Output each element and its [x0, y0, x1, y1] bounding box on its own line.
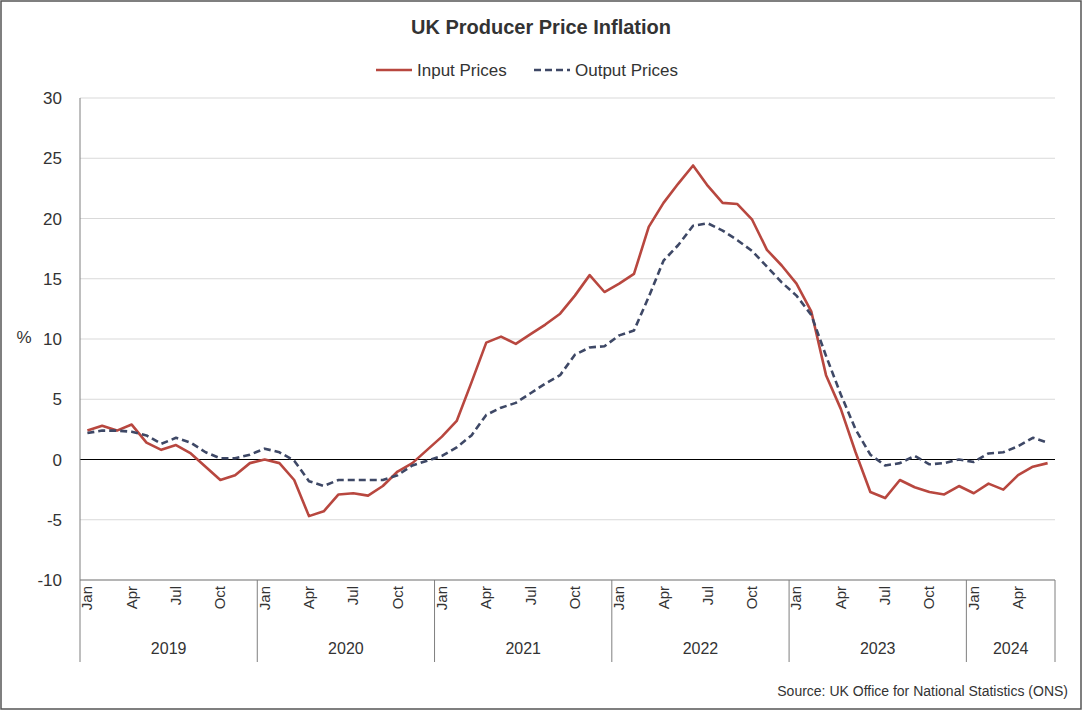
- x-tick-label: Jul: [699, 586, 716, 605]
- year-separator: [257, 580, 258, 662]
- y-tick-label: -10: [37, 571, 62, 590]
- y-tick-label: 0: [53, 451, 62, 470]
- x-tick-label: Jan: [610, 586, 627, 610]
- year-label: 2020: [328, 640, 364, 657]
- grid-line: [80, 519, 1055, 520]
- year-separator: [1055, 580, 1056, 662]
- chart: UK Producer Price Inflation -10 -5 0 5 10 15 20…: [0, 0, 1082, 710]
- y-tick-label: 5: [53, 390, 62, 409]
- legend-swatch: [534, 69, 570, 72]
- year-separator: [434, 580, 435, 662]
- legend-swatch: [376, 69, 412, 72]
- x-tick-label: Jul: [167, 586, 184, 605]
- x-tick-label: Oct: [743, 585, 760, 609]
- y-tick-label: 25: [43, 149, 62, 168]
- y-tick-label: 15: [43, 270, 62, 289]
- y-axis-label: %: [16, 328, 31, 347]
- year-label: 2022: [683, 640, 719, 657]
- x-tick-label: Apr: [300, 586, 317, 609]
- x-tick-label: Apr: [123, 586, 140, 609]
- x-tick-label: Apr: [1009, 586, 1026, 609]
- x-tick-label: Apr: [655, 586, 672, 609]
- grid-line: [80, 218, 1055, 219]
- y-tick-label: 10: [43, 330, 62, 349]
- source: Source: UK Office for National Statistic…: [777, 683, 1068, 699]
- x-tick-label: Oct: [920, 585, 937, 609]
- x-tick-label: Jan: [965, 586, 982, 610]
- x-tick-label: Jan: [433, 586, 450, 610]
- year-separator: [611, 580, 612, 662]
- title: UK Producer Price Inflation: [411, 16, 671, 38]
- x-tick-label: Jul: [344, 586, 361, 605]
- legend-label: Output Prices: [575, 61, 678, 80]
- x-tick-label: Jan: [78, 586, 95, 610]
- y-tick-label: -5: [47, 511, 62, 530]
- year-separator: [966, 580, 967, 662]
- grid-line: [80, 399, 1055, 400]
- series-line: [87, 223, 1047, 486]
- x-tick-label: Jan: [256, 586, 273, 610]
- grid-line: [80, 580, 1055, 581]
- plot-area: [87, 165, 1047, 516]
- y-tick-label: 30: [43, 89, 62, 108]
- series-line: [87, 165, 1047, 516]
- year-label: 2024: [993, 640, 1029, 657]
- y-axis: [80, 98, 81, 580]
- year-label: 2023: [860, 640, 896, 657]
- x-tick-label: Apr: [832, 586, 849, 609]
- x-tick-label: Jul: [876, 586, 893, 605]
- x-tick-label: Apr: [477, 586, 494, 609]
- grid-line: [80, 98, 1055, 99]
- x-tick-label: Jan: [787, 586, 804, 610]
- legend-label: Input Prices: [417, 61, 507, 80]
- x-axis: [80, 580, 1055, 581]
- year-label: 2021: [505, 640, 541, 657]
- year-separator: [789, 580, 790, 662]
- grid-line: [80, 158, 1055, 159]
- grid-line: [80, 339, 1055, 340]
- x-tick-label: Oct: [566, 585, 583, 609]
- x-tick-label: Jul: [522, 586, 539, 605]
- x-tick-label: Oct: [211, 585, 228, 609]
- frame: [1, 1, 1081, 709]
- x-tick-label: Oct: [389, 585, 406, 609]
- year-separator: [80, 580, 81, 662]
- y-tick-label: 20: [43, 210, 62, 229]
- grid-line: [80, 278, 1055, 279]
- year-label: 2019: [151, 640, 187, 657]
